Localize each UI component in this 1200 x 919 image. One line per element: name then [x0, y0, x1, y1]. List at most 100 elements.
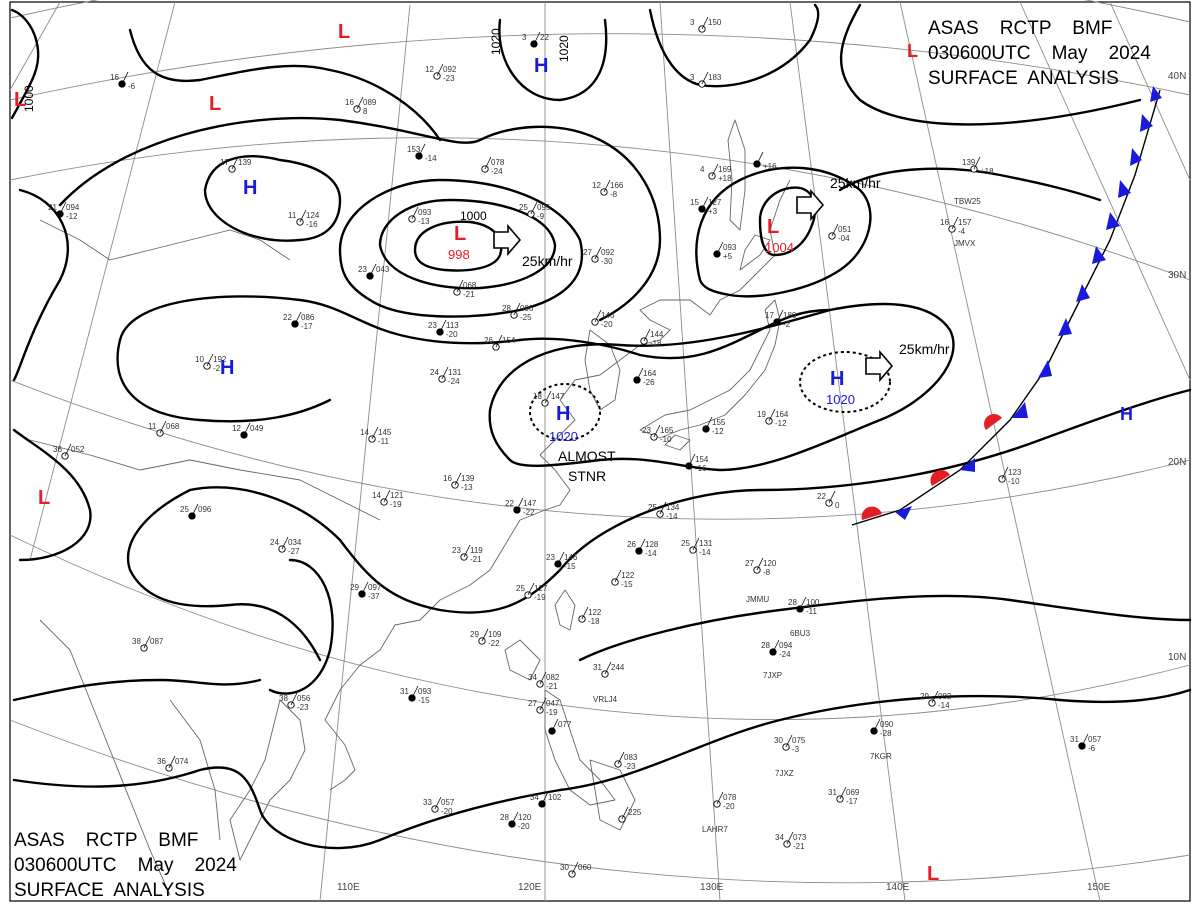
station-temperature: 23 [358, 265, 367, 274]
dashed-high-china [529, 383, 601, 441]
inland-border-south [29, 439, 381, 521]
station-temperature: 11 [148, 422, 157, 431]
station-temperature: 27 [745, 559, 754, 568]
wind-barb [411, 206, 419, 220]
station-temperature: 29 [470, 630, 479, 639]
wind-barb [594, 309, 602, 323]
wind-barb [785, 734, 793, 748]
station-temperature: 12 [592, 181, 601, 190]
wind-barb [701, 71, 709, 85]
cold-front-triangle [1076, 284, 1090, 302]
wind-barb [281, 536, 289, 550]
station-temperature: 11 [288, 211, 297, 220]
lon-label: 150E [1087, 882, 1111, 893]
lon-line-170e [1109, 1, 1191, 181]
station-temperature: 25 [180, 505, 189, 514]
wind-barb [705, 416, 713, 430]
motion-speed-label: 25km/hr [522, 253, 573, 269]
isobar-south-central [188, 388, 1192, 614]
station-plot: 18 147 [533, 390, 565, 407]
station-plot: 144-18 [640, 328, 664, 348]
station-temperature: 23 [642, 426, 651, 435]
station-temperature: 34 [528, 673, 537, 682]
isobar-1004 [758, 186, 816, 257]
wind-barb [159, 420, 167, 434]
station-pressure: 092 [443, 65, 457, 74]
motion-speed-label: 25km/hr [830, 175, 881, 191]
station-tendency: -21 [546, 682, 558, 691]
station-plot: 25 131-14 [681, 537, 713, 557]
front-axis [851, 89, 1161, 526]
sakhalin [727, 119, 746, 231]
isobar-east-low-outer [695, 166, 872, 298]
wind-barb [441, 366, 449, 380]
station-tendency: -8 [610, 190, 618, 199]
lon-line-160e [1019, 1, 1191, 381]
motion-arrow-low-1004 [796, 188, 825, 222]
station-plot: 093+5 [713, 241, 737, 261]
station-tendency: -12 [775, 419, 787, 428]
india-coast [39, 619, 171, 896]
station-plot: 090-28 [870, 718, 894, 738]
wind-barb [454, 472, 462, 486]
station-temperature: 24 [270, 538, 279, 547]
japan-kyushu [664, 434, 691, 451]
wind-barb [638, 538, 646, 552]
station-temperature: 16 [443, 474, 452, 483]
lon-line-110e [319, 4, 411, 902]
station-pressure: 120 [518, 813, 532, 822]
station-tendency: -9 [537, 212, 545, 221]
wind-barb [799, 596, 807, 610]
station-pressure: 121 [390, 491, 404, 500]
isobar-high-west-loop [116, 338, 332, 423]
station-temperature: 21 [48, 203, 57, 212]
station-plot: 33 057-20 [423, 796, 455, 816]
wind-barb [688, 453, 696, 467]
station-pressure: 100 [806, 598, 820, 607]
station-pressure: 057 [441, 798, 455, 807]
wind-barb [756, 151, 764, 165]
isobar-south-3 [12, 688, 1192, 850]
warm-front-semicircles [861, 414, 1002, 520]
isobar-value-labels: 1000 1020 1020 1000 [22, 28, 571, 223]
isobar-label: 1000 [22, 85, 36, 112]
station-pressure: 087 [150, 637, 164, 646]
isobar-northwest [128, 28, 442, 142]
station-pressure: 057 [1088, 735, 1102, 744]
dashed-high-pacific [799, 351, 891, 413]
station-plot: 153 -14 [407, 143, 437, 163]
station-plot: 28 094-24 [761, 639, 793, 659]
lon-line-100e [29, 1, 176, 561]
wind-barb [436, 63, 444, 77]
hokkaido [739, 234, 771, 271]
station-temperature: 22 [283, 313, 292, 322]
station-tendency: -8 [763, 568, 771, 577]
station-plot: 22 147-22 [505, 497, 537, 517]
station-pressure: 131 [448, 368, 462, 377]
wind-barb [614, 569, 622, 583]
station-temperature: 28 [761, 641, 770, 650]
station-temperature: 28 [500, 813, 509, 822]
station-plot: 16 139-13 [443, 472, 475, 492]
lat-line-0 [9, 719, 1191, 884]
station-tendency: -13 [461, 483, 473, 492]
station-pressure: 150 [708, 18, 722, 27]
wind-barb [168, 755, 176, 769]
station-plot: 25 095-9 [519, 201, 551, 221]
wind-barb [361, 581, 369, 595]
station-plot: 29 082-14 [920, 690, 952, 710]
station-temperature: 19 [757, 410, 766, 419]
isobar-big-north [58, 116, 662, 322]
wind-barb [701, 196, 709, 210]
station-tendency: -14 [666, 512, 678, 521]
station-pressure: 183 [708, 73, 722, 82]
wind-barb [772, 639, 780, 653]
station-pressure: 095 [537, 203, 551, 212]
pressure-centers: L 998 L 1004 H 1020 H 1020 H H H L L L L… [14, 21, 1133, 885]
station-pressure: 075 [792, 736, 806, 745]
station-plot: 225 [618, 806, 642, 823]
station-tendency: -10 [1008, 477, 1020, 486]
station-tendency: -10 [660, 435, 672, 444]
station-temperature: 31 [400, 687, 409, 696]
